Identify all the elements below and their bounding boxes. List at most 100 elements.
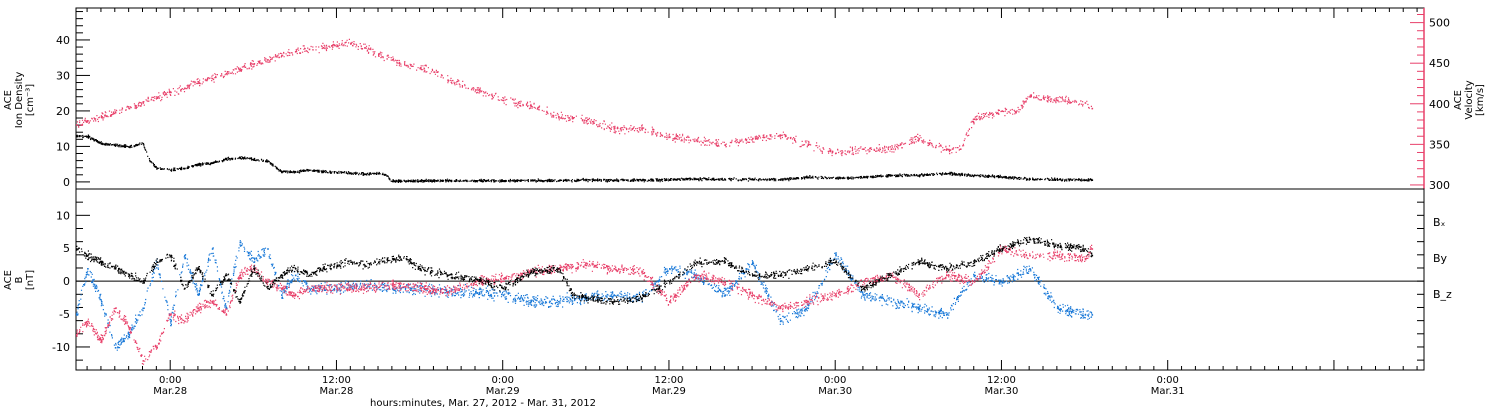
density-series-point <box>378 173 380 175</box>
bfield-ylabel-line: B <box>14 276 25 283</box>
density-series-point <box>1091 179 1094 181</box>
bz-series-point <box>267 281 269 283</box>
bz-series-point <box>585 264 588 267</box>
legend-entry-0: Bₓ <box>1433 216 1446 229</box>
bz-series <box>76 244 1094 365</box>
bz-series-point <box>156 347 158 349</box>
bfield-axis-tick-label: 10 <box>56 209 70 222</box>
bx-series <box>76 236 1094 305</box>
by-series-point <box>779 320 782 323</box>
bz-series-point <box>239 274 242 277</box>
by-series-point <box>724 294 726 296</box>
by-series-point <box>752 261 754 263</box>
bx-series-point <box>391 258 394 260</box>
velocity-series-point <box>308 48 311 51</box>
by-series-point <box>294 274 297 277</box>
by-series-point <box>281 294 283 296</box>
bz-series-point <box>696 274 699 277</box>
bx-series-point <box>862 287 865 290</box>
density-axis-tick-label: 20 <box>56 105 70 118</box>
bx-series-point <box>225 274 228 277</box>
bx-series-point <box>267 287 269 290</box>
bx-series-point <box>918 261 920 263</box>
x-tick-time: 12:00 <box>322 375 351 386</box>
bx-series-point <box>1084 248 1087 250</box>
bx-series-point <box>350 261 352 263</box>
density-series-point <box>142 142 145 145</box>
bz-series-point <box>211 300 214 303</box>
velocity-series-point <box>184 87 186 90</box>
bx-series-point <box>87 254 89 257</box>
velocity-series <box>76 38 1094 157</box>
x-tick-time: 0:00 <box>491 375 513 386</box>
by-series-point <box>128 333 131 336</box>
bz-series-point <box>973 281 976 283</box>
velocity-ylabel-line: [km/s] <box>1475 84 1486 116</box>
x-tick-time: 12:00 <box>655 375 684 386</box>
bx-series-point <box>419 268 422 270</box>
by-series-point <box>184 254 186 257</box>
velocity-axis-tick-label: 400 <box>1429 98 1450 111</box>
velocity-series-point <box>170 91 172 94</box>
velocity-series-point <box>1084 102 1087 104</box>
bx-series-point <box>156 261 158 263</box>
bz-series-point <box>835 294 837 296</box>
bfield-axis-tick-label: -5 <box>59 308 70 321</box>
bz-series-point <box>184 320 186 323</box>
bz-series-point <box>114 307 117 310</box>
velocity-axis-tick-label: 300 <box>1429 179 1450 192</box>
bx-series-point <box>76 248 78 250</box>
density-ylabel-line: [cm⁻³] <box>25 84 36 116</box>
velocity-series-point <box>1091 107 1094 110</box>
velocity-series-texture <box>76 38 1092 157</box>
velocity-series-point <box>211 77 214 80</box>
density-ylabel-line: ACE <box>3 90 14 110</box>
bfield-ylabel-line: [nT] <box>25 270 36 290</box>
by-series-point <box>170 320 172 323</box>
bfield-ylabel-line: ACE <box>3 270 14 290</box>
density-series-point <box>239 157 242 159</box>
x-tick-date: Mar.29 <box>486 386 520 397</box>
bx-series-point <box>128 274 131 277</box>
velocity-series-point <box>87 120 89 122</box>
x-tick-time: 0:00 <box>1156 375 1178 386</box>
bx-series-point <box>558 268 560 270</box>
by-series-point <box>100 300 103 303</box>
density-ylabel-line: Ion Density <box>14 72 25 129</box>
density-series-point <box>1084 179 1087 181</box>
by-series-point <box>1029 268 1031 270</box>
density-axis-tick-label: 30 <box>56 69 70 82</box>
velocity-axis-tick-label: 350 <box>1429 138 1450 151</box>
bx-series-point <box>669 281 671 283</box>
velocity-ylabel-line: Velocity <box>1464 80 1475 119</box>
by-series-point <box>239 241 242 244</box>
velocity-series-point <box>114 111 117 114</box>
by-series-texture <box>76 240 1093 351</box>
by-series-point <box>87 268 89 270</box>
density-axis-tick-label: 40 <box>56 34 70 47</box>
velocity-series-point <box>890 148 893 150</box>
bz-series-point <box>87 320 89 323</box>
by-series-point <box>1091 314 1094 316</box>
x-tick-date: Mar.28 <box>153 386 187 397</box>
density-axis-tick-label: 10 <box>56 140 70 153</box>
bx-series-point <box>364 264 366 267</box>
bfield-legend: Bₓ By B_z <box>1433 216 1452 301</box>
velocity-series-point <box>1001 110 1004 112</box>
density-series-point <box>419 180 422 183</box>
density-series-point <box>308 169 311 172</box>
velocity-series-point <box>433 71 435 73</box>
velocity-series-point <box>142 102 145 104</box>
velocity-series-point <box>946 148 948 150</box>
bx-series-point <box>724 261 726 263</box>
by-series-point <box>211 248 214 250</box>
bx-series-point <box>890 274 893 277</box>
density-series-texture <box>76 134 1093 183</box>
density-series-point <box>862 176 865 179</box>
velocity-series-point <box>918 137 920 140</box>
bz-series-point <box>142 360 145 362</box>
bx-series-point <box>184 287 186 290</box>
velocity-axis-tick-label: 500 <box>1429 17 1450 30</box>
by-series-point <box>76 314 78 316</box>
velocity-series-point <box>959 148 962 150</box>
